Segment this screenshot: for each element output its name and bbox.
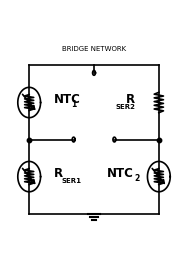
Text: 1: 1 [71, 100, 77, 109]
Text: 2: 2 [135, 174, 140, 183]
Text: NTC: NTC [54, 93, 81, 106]
Text: SER1: SER1 [61, 178, 81, 184]
Text: BRIDGE NETWORK: BRIDGE NETWORK [62, 46, 126, 52]
Text: NTC: NTC [107, 167, 134, 180]
Text: R: R [54, 167, 63, 180]
Text: SER2: SER2 [116, 104, 136, 110]
Text: R: R [126, 93, 135, 106]
